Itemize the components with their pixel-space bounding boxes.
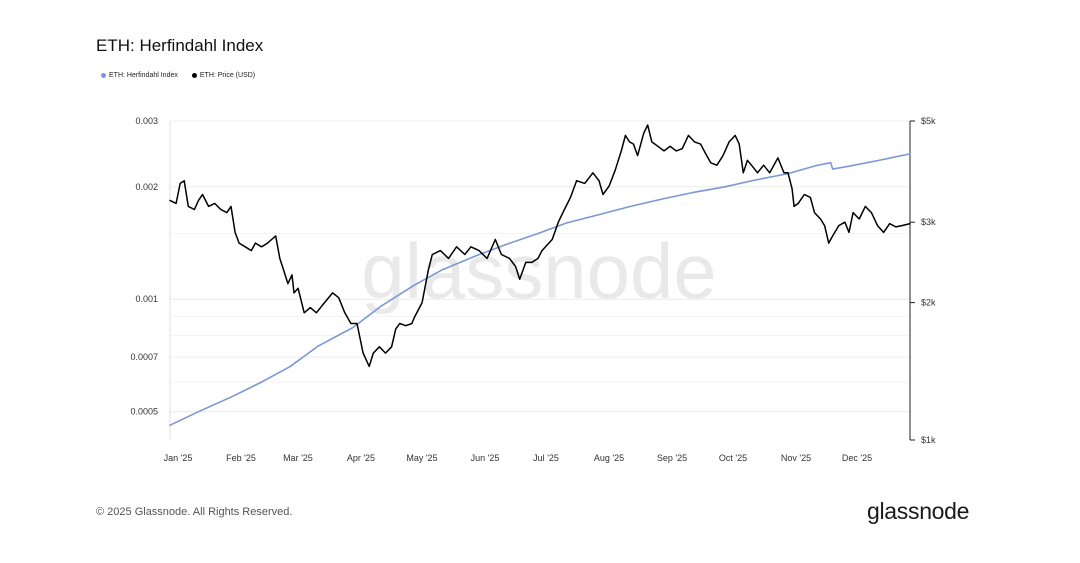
legend-item-price[interactable]: ETH: Price (USD) <box>191 72 256 79</box>
y-right-tick-label: $1k <box>921 435 936 445</box>
series-line-herfindahl <box>169 153 911 426</box>
x-tick-label: Dec '25 <box>842 453 872 463</box>
footer-logo[interactable]: glassnode <box>867 498 970 524</box>
grid-lines <box>170 120 910 413</box>
legend-item-herfindahl[interactable]: ETH: Herfindahl Index <box>101 72 178 79</box>
y-right-tick-label: $5k <box>921 116 936 126</box>
x-tick-label: Feb '25 <box>226 453 256 463</box>
y-left-tick-label: 0.001 <box>135 294 158 304</box>
watermark-text: glassnode <box>361 227 717 315</box>
y-left-tick-label: 0.0007 <box>130 352 158 362</box>
y-right-tick-label: $2k <box>921 298 936 308</box>
chart-title: ETH: Herfindahl Index <box>96 36 264 55</box>
x-tick-label: Oct '25 <box>719 453 747 463</box>
x-tick-label: Nov '25 <box>781 453 811 463</box>
x-tick-label: Jun '25 <box>471 453 500 463</box>
x-tick-label: May '25 <box>406 453 437 463</box>
x-tick-label: Sep '25 <box>657 453 687 463</box>
x-tick-label: Apr '25 <box>347 453 375 463</box>
y-left-tick-label: 0.003 <box>135 116 158 126</box>
x-tick-label: Jul '25 <box>533 453 559 463</box>
x-tick-label: Jan '25 <box>164 453 193 463</box>
footer-copyright: © 2025 Glassnode. All Rights Reserved. <box>96 506 293 518</box>
y-right-tick-label: $3k <box>921 217 936 227</box>
y-left-tick-label: 0.002 <box>135 182 158 192</box>
legend: ETH: Herfindahl Index ETH: Price (USD) <box>101 72 255 79</box>
legend-marker-herfindahl-icon <box>101 73 106 78</box>
x-tick-label: Mar '25 <box>283 453 313 463</box>
x-tick-label: Aug '25 <box>594 453 624 463</box>
y-left-tick-label: 0.0005 <box>130 407 158 417</box>
series-line-price <box>169 124 911 368</box>
legend-label-price: ETH: Price (USD) <box>199 72 256 79</box>
series-lines <box>169 124 911 426</box>
axes: 0.003 0.002 0.001 0.0007 0.0005 $5k $3k $2k $1k J… <box>130 116 936 463</box>
legend-marker-price-icon <box>191 73 197 78</box>
legend-label-herfindahl: ETH: Herfindahl Index <box>109 72 178 79</box>
